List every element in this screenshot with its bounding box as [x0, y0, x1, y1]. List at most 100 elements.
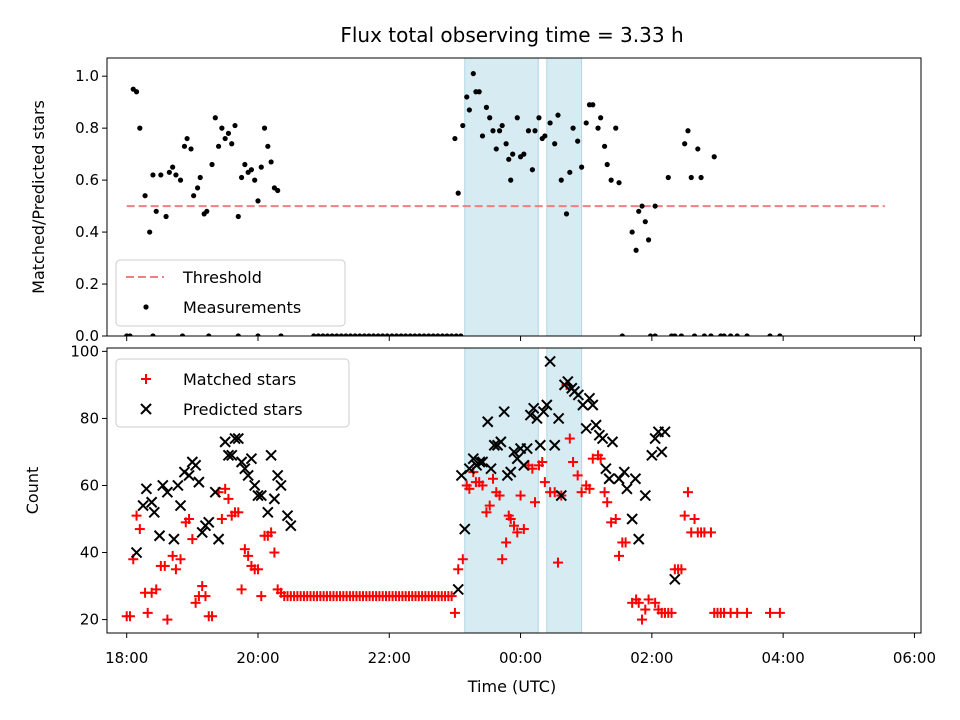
matched-star-point — [187, 534, 198, 545]
matched-star-point — [505, 514, 516, 524]
measurement-point — [570, 125, 576, 131]
predicted-star-point — [572, 389, 585, 401]
predicted-star-point — [659, 426, 671, 438]
legend-box — [115, 358, 350, 428]
x-axis-label: Time (UTC) — [467, 677, 556, 696]
matched-star-point — [679, 510, 690, 521]
measurement-point — [728, 333, 734, 336]
measurement-point — [464, 94, 470, 100]
measurement-point — [698, 174, 704, 181]
matched-star-point — [643, 594, 654, 605]
predicted-star-point — [524, 409, 537, 421]
predicted-star-point — [232, 432, 244, 445]
measurement-point — [506, 156, 512, 162]
measurement-point — [261, 125, 268, 131]
matched-star-point — [190, 597, 201, 608]
predicted-star-point — [621, 483, 633, 495]
measurement-point — [479, 133, 486, 139]
measurement-point — [403, 333, 409, 336]
measurement-point — [384, 333, 390, 336]
predicted-star-point — [488, 439, 501, 451]
predicted-star-point — [209, 486, 222, 498]
measurement-point — [487, 115, 493, 121]
matched-star-point — [515, 490, 526, 501]
predicted-star-point — [189, 459, 202, 472]
matched-star-point — [487, 473, 498, 484]
predicted-star-point — [548, 439, 561, 451]
matched-star-point — [243, 550, 254, 561]
matched-star-point — [564, 433, 575, 444]
measurement-point — [275, 187, 281, 194]
y-tick-label: 0.2 — [75, 275, 99, 293]
predicted-star-point — [552, 412, 565, 425]
measurement-point — [619, 333, 625, 336]
predicted-star-point — [235, 456, 248, 468]
matched-star-point — [610, 514, 621, 524]
matched-star-point — [481, 507, 492, 518]
measurement-point — [163, 213, 169, 220]
measurement-point — [604, 161, 610, 168]
measurement-point — [252, 177, 258, 183]
measurement-point — [595, 125, 601, 131]
measurement-point — [194, 185, 201, 191]
measurement-point — [734, 333, 740, 336]
predicted-star-point — [145, 496, 158, 508]
predicted-star-point — [534, 439, 546, 451]
measurement-point — [616, 180, 622, 186]
predicted-star-point — [459, 523, 471, 535]
observing-window-shade — [464, 58, 539, 336]
measurement-point — [483, 104, 490, 110]
measurement-point — [150, 333, 156, 336]
matched-star-point — [197, 581, 208, 592]
measurement-point — [525, 128, 532, 134]
predicted-star-point — [590, 419, 602, 431]
predicted-star-point — [285, 519, 297, 532]
measurement-point — [426, 333, 432, 336]
matched-star-point — [676, 564, 687, 575]
matched-star-point — [530, 497, 541, 508]
panel-ratio: 0.0 0.2 0.4 0.6 0.8 1.0 Matched/Predicted star… — [29, 57, 922, 345]
matched-star-point — [239, 544, 250, 555]
measurement-point — [633, 247, 639, 253]
measurement-point — [575, 138, 581, 144]
predicted-star-point — [268, 493, 281, 505]
measurement-point — [389, 333, 395, 336]
measurement-point — [476, 89, 482, 95]
predicted-star-point — [275, 479, 287, 492]
measurement-point — [711, 154, 717, 160]
measurement-point — [235, 213, 241, 220]
predicted-star-point — [157, 479, 169, 492]
predicted-star-point — [505, 466, 517, 478]
predicted-star-point — [463, 462, 476, 475]
measurement-point — [652, 333, 658, 336]
predicted-star-point — [474, 456, 486, 468]
y-tick-label: 0.4 — [75, 223, 99, 241]
measurement-point — [466, 107, 472, 113]
predicted-star-point — [137, 499, 149, 512]
axes-frame — [106, 347, 922, 634]
measurement-point — [613, 125, 619, 131]
predicted-star-point — [242, 469, 254, 482]
measurement-point — [590, 102, 596, 108]
measurement-point — [407, 333, 413, 336]
measurement-point — [173, 172, 179, 178]
measurement-point — [701, 333, 707, 336]
predicted-star-point — [596, 432, 609, 445]
measurement-point — [503, 141, 509, 147]
predicted-star-point — [629, 473, 642, 485]
matched-star-point — [518, 524, 529, 535]
matched-star-point — [162, 614, 173, 625]
measurement-point — [150, 172, 156, 178]
predicted-star-point — [618, 466, 630, 478]
measurement-point — [153, 208, 159, 214]
matched-star-point — [216, 514, 227, 524]
matched-star-point — [633, 597, 644, 608]
measurement-point — [181, 143, 188, 149]
matched-star-point — [266, 527, 277, 538]
x-tick-label: 22:00 — [368, 649, 411, 667]
matched-star-point — [572, 470, 583, 481]
measurement-point — [508, 177, 514, 183]
measurement-point — [629, 229, 635, 235]
predicted-star-point — [153, 530, 166, 542]
